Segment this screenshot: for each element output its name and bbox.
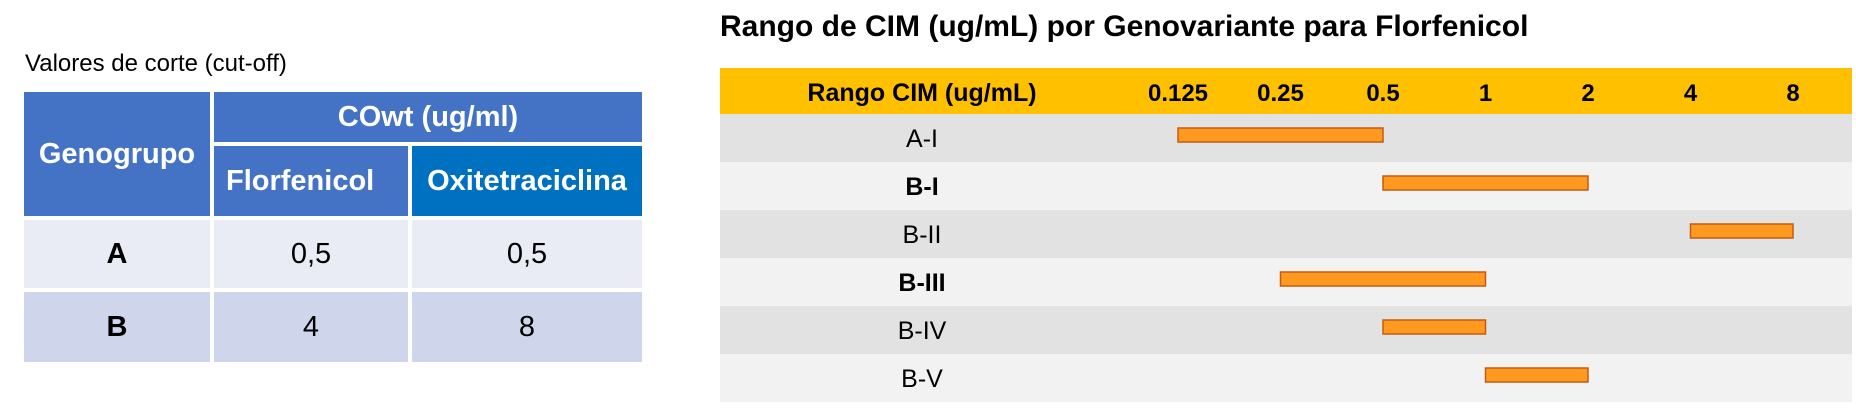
range-bar-B-IV	[1382, 319, 1487, 335]
header-cowt: COwt (ug/ml)	[214, 92, 642, 142]
chart-row-B-V	[720, 354, 1852, 402]
header-oxitetraciclina: Oxitetraciclina	[412, 146, 642, 216]
header-florfenicol: Florfenicol	[214, 146, 408, 216]
tick-label-1: 1	[1479, 80, 1492, 107]
chart-title: Rango de CIM (ug/mL) por Genovariante pa…	[720, 10, 1529, 43]
row-b-oxitetraciclina: 8	[412, 292, 642, 362]
row-a-group: A	[24, 220, 210, 288]
chart-row-B-I	[720, 162, 1852, 210]
row-a-oxitetraciclina: 0,5	[412, 220, 642, 288]
chart-bars	[1177, 127, 1794, 383]
row-a-florfenicol: 0,5	[214, 220, 408, 288]
tick-label-0_25: 0.25	[1257, 80, 1304, 107]
chart-row-B-IV	[720, 306, 1852, 354]
range-bar-B-I	[1382, 175, 1589, 191]
chart-category-labels: A-I B-I B-II B-III B-IV B-V	[898, 125, 947, 393]
tick-label-8: 8	[1786, 80, 1799, 107]
cutoff-title: Valores de corte (cut-off)	[25, 50, 287, 77]
category-label-B-III: B-III	[898, 269, 945, 297]
row-b-group: B	[24, 292, 210, 362]
tick-label-2: 2	[1581, 80, 1594, 107]
tick-label-0_125: 0.125	[1148, 80, 1208, 107]
chart-header-band	[720, 68, 1852, 114]
tick-label-0_5: 0.5	[1366, 80, 1399, 107]
range-bar-A-I	[1177, 127, 1384, 143]
cutoff-table: Genogrupo COwt (ug/ml) Florfenicol Oxite…	[24, 92, 642, 362]
range-bar-B-V	[1484, 367, 1589, 383]
category-label-B-V: B-V	[901, 365, 943, 393]
category-label-B-IV: B-IV	[898, 317, 947, 345]
chart-header-label: Rango CIM (ug/mL)	[807, 79, 1036, 107]
category-label-B-I: B-I	[905, 173, 938, 201]
chart-header: Rango CIM (ug/mL) 0.125 0.25 0.5 1 2 4 8	[720, 68, 1852, 114]
chart-rows	[720, 114, 1852, 402]
range-bar-B-II	[1689, 223, 1794, 239]
header-genogrupo: Genogrupo	[24, 92, 210, 216]
tick-label-4: 4	[1684, 80, 1698, 107]
category-label-B-II: B-II	[903, 221, 942, 249]
category-label-A-I: A-I	[906, 125, 938, 153]
range-bar-B-III	[1279, 271, 1487, 287]
chart-row-B-II	[720, 210, 1852, 258]
row-b-florfenicol: 4	[214, 292, 408, 362]
